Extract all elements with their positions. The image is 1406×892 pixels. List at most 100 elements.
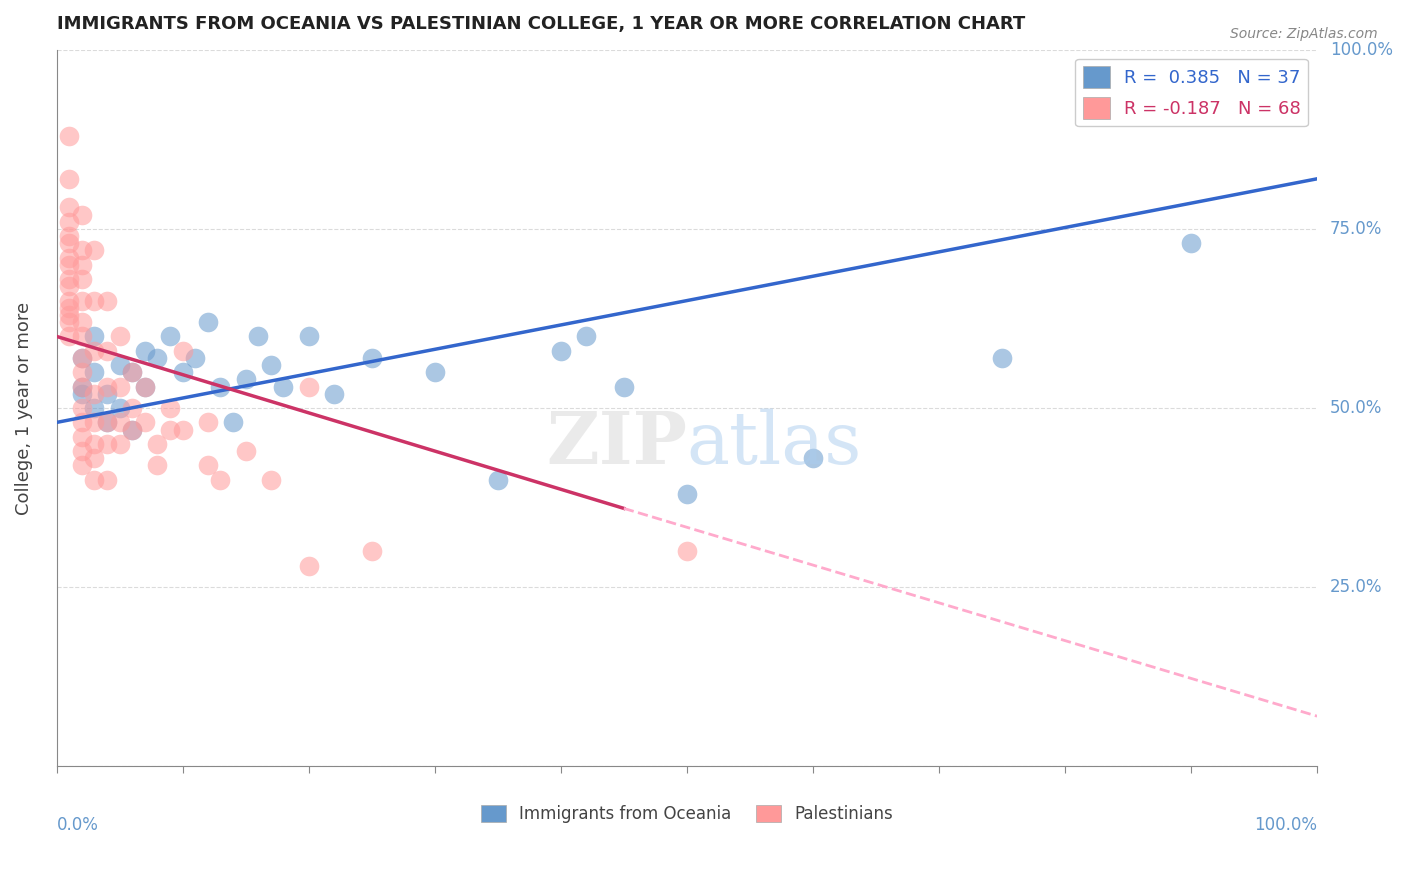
Point (172, 423, 194, 437)
Point (70, 315, 93, 329)
Point (58, 315, 80, 329)
Text: 75.0%: 75.0% (1330, 220, 1382, 238)
Point (273, 379, 295, 393)
Point (83, 416, 105, 430)
Point (58, 215, 80, 229)
Point (360, 351, 382, 365)
Point (121, 423, 143, 437)
Point (108, 401, 131, 415)
Point (70, 379, 93, 393)
Point (801, 451, 824, 466)
Point (58, 201, 80, 215)
Point (58, 258, 80, 272)
Text: 0.0%: 0.0% (56, 816, 98, 835)
Point (134, 416, 156, 430)
Text: ZIP: ZIP (546, 409, 688, 479)
Point (83, 329, 105, 343)
Point (70, 365, 93, 379)
Point (108, 416, 131, 430)
Point (83, 401, 105, 415)
Point (58, 229, 80, 244)
Point (58, 236, 80, 251)
Point (613, 379, 636, 393)
Point (70, 351, 93, 365)
Text: IMMIGRANTS FROM OCEANIA VS PALESTINIAN COLLEGE, 1 YEAR OR MORE CORRELATION CHART: IMMIGRANTS FROM OCEANIA VS PALESTINIAN C… (56, 15, 1025, 33)
Point (121, 365, 143, 379)
Point (676, 544, 699, 558)
Text: 25.0%: 25.0% (1330, 578, 1382, 596)
Point (70, 208, 93, 222)
Point (83, 293, 105, 308)
Point (70, 272, 93, 286)
Point (70, 329, 93, 343)
Point (172, 343, 194, 358)
Point (70, 351, 93, 365)
Point (83, 343, 105, 358)
Point (58, 171, 80, 186)
Point (146, 351, 169, 365)
Point (159, 401, 181, 415)
Point (58, 272, 80, 286)
Point (146, 437, 169, 451)
Point (298, 558, 321, 573)
Point (96, 437, 118, 451)
Point (146, 458, 169, 473)
Point (96, 386, 118, 401)
Point (58, 329, 80, 343)
Point (83, 437, 105, 451)
Text: atlas: atlas (688, 409, 862, 479)
Point (83, 365, 105, 379)
Point (260, 358, 283, 372)
Point (70, 386, 93, 401)
Point (172, 365, 194, 379)
Text: Source: ZipAtlas.com: Source: ZipAtlas.com (1230, 27, 1378, 41)
Point (58, 301, 80, 315)
Point (70, 293, 93, 308)
Point (70, 444, 93, 458)
Point (298, 329, 321, 343)
Point (58, 279, 80, 293)
Point (58, 251, 80, 265)
Point (322, 386, 344, 401)
Point (108, 437, 131, 451)
Point (423, 365, 446, 379)
Legend: Immigrants from Oceania, Palestinians: Immigrants from Oceania, Palestinians (474, 798, 900, 830)
Point (260, 473, 283, 487)
Point (58, 128, 80, 143)
Point (235, 444, 257, 458)
Point (58, 308, 80, 322)
Point (222, 416, 245, 430)
Point (83, 244, 105, 258)
Point (121, 365, 143, 379)
Point (991, 351, 1014, 365)
Point (134, 343, 156, 358)
Point (70, 416, 93, 430)
Point (96, 293, 118, 308)
Point (159, 329, 181, 343)
Text: 100.0%: 100.0% (1254, 816, 1317, 835)
Point (108, 379, 131, 393)
Point (134, 379, 156, 393)
Point (197, 315, 219, 329)
Y-axis label: College, 1 year or more: College, 1 year or more (15, 301, 32, 515)
Point (96, 416, 118, 430)
Point (121, 401, 143, 415)
Point (70, 244, 93, 258)
Point (197, 416, 219, 430)
Point (96, 473, 118, 487)
Text: 100.0%: 100.0% (1330, 41, 1393, 59)
Point (1180, 236, 1202, 251)
Point (108, 329, 131, 343)
Point (121, 423, 143, 437)
Point (96, 416, 118, 430)
Point (550, 343, 572, 358)
Point (197, 458, 219, 473)
Point (70, 458, 93, 473)
Point (108, 358, 131, 372)
Point (70, 430, 93, 444)
Point (676, 487, 699, 501)
Point (70, 258, 93, 272)
Point (83, 473, 105, 487)
Point (209, 379, 232, 393)
Point (96, 379, 118, 393)
